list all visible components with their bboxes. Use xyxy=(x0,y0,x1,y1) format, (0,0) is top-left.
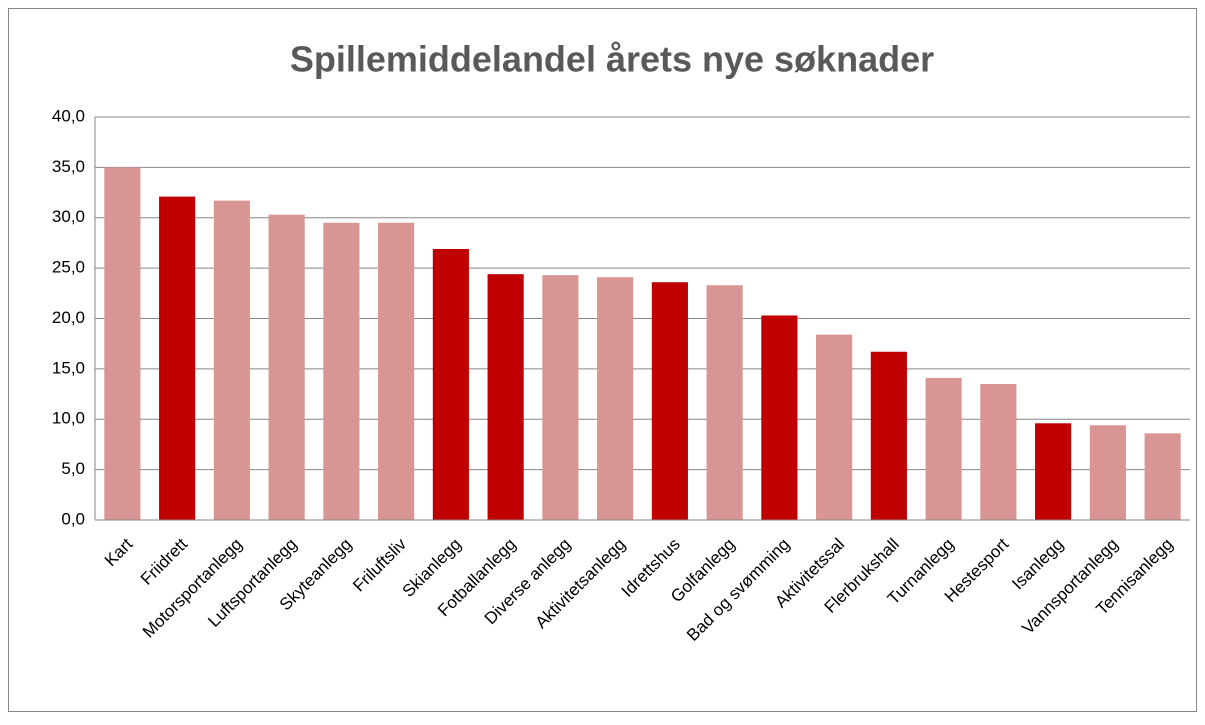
bar xyxy=(432,248,469,521)
bar xyxy=(980,383,1017,520)
bar xyxy=(268,214,305,521)
y-tick-label: 0,0 xyxy=(61,509,85,528)
bar xyxy=(816,334,853,520)
bar xyxy=(542,275,579,520)
bar xyxy=(597,277,634,520)
y-tick-label: 20,0 xyxy=(52,308,85,327)
bar xyxy=(925,377,962,520)
bar xyxy=(1035,423,1072,520)
bar xyxy=(213,200,250,520)
bar xyxy=(378,222,415,520)
bar xyxy=(323,222,360,520)
chart-title: Spillemiddelandel årets nye søknader xyxy=(290,39,934,80)
y-tick-label: 10,0 xyxy=(52,409,85,428)
bar xyxy=(706,285,743,520)
y-tick-label: 35,0 xyxy=(52,157,85,176)
bar xyxy=(651,282,688,520)
bar xyxy=(1144,433,1181,520)
bar xyxy=(159,196,196,520)
y-tick-label: 25,0 xyxy=(52,258,85,277)
bar xyxy=(487,274,524,520)
y-tick-label: 5,0 xyxy=(61,459,85,478)
y-tick-label: 40,0 xyxy=(52,106,85,125)
bar xyxy=(104,167,141,520)
bar xyxy=(870,351,907,520)
bar xyxy=(761,315,798,520)
y-tick-label: 30,0 xyxy=(52,207,85,226)
y-tick-label: 15,0 xyxy=(52,358,85,377)
bar xyxy=(1089,425,1126,520)
